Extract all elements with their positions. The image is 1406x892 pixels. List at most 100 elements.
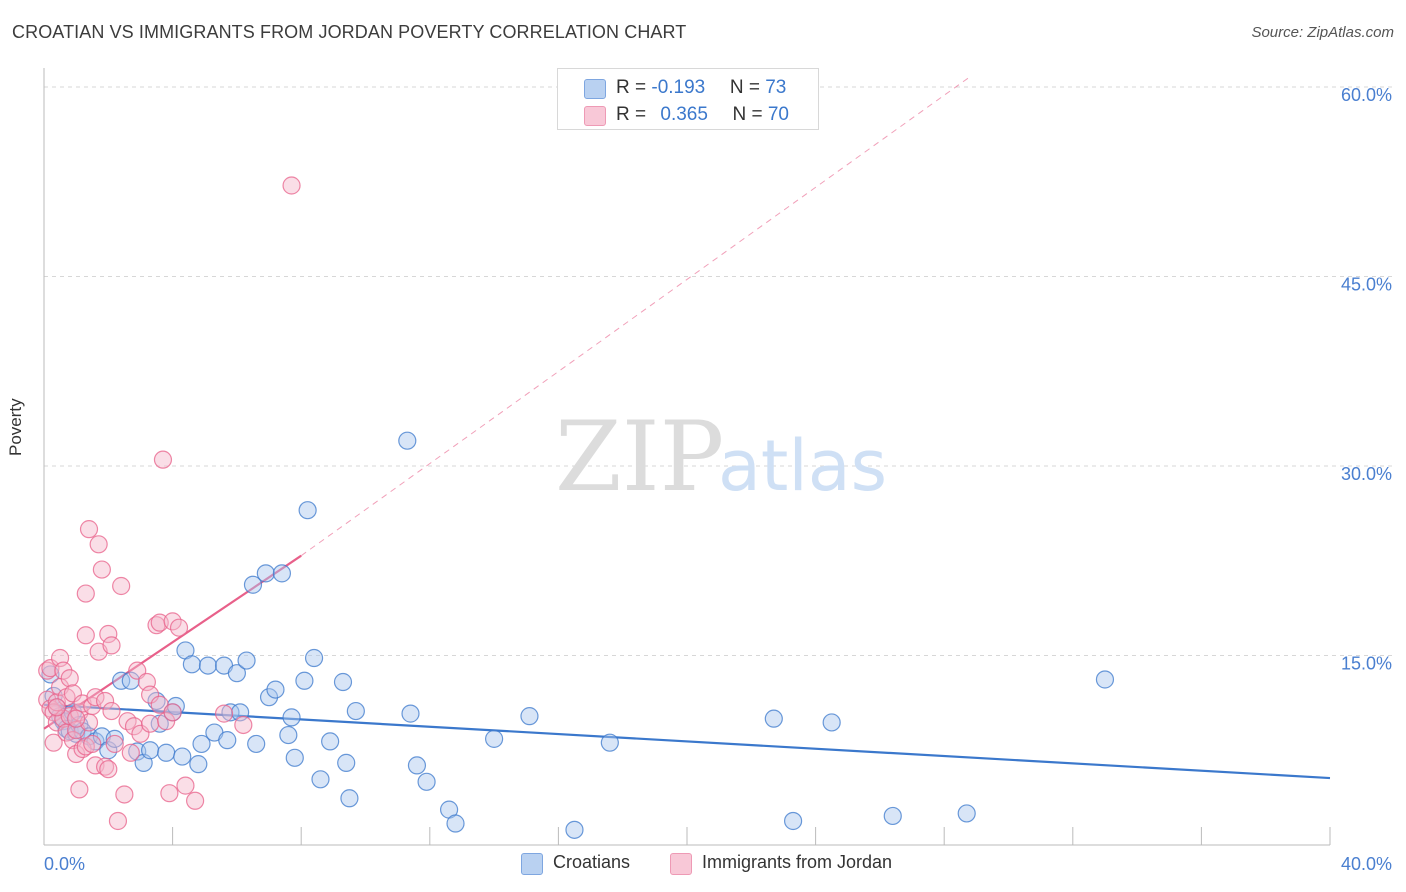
data-point bbox=[520, 707, 539, 726]
data-point bbox=[150, 613, 169, 632]
data-point bbox=[221, 703, 240, 722]
data-point bbox=[44, 733, 63, 752]
data-point bbox=[214, 704, 234, 723]
data-point bbox=[237, 651, 256, 670]
legend-swatch-blue bbox=[584, 79, 606, 99]
data-point bbox=[346, 701, 365, 721]
data-point bbox=[121, 671, 140, 690]
data-point bbox=[321, 732, 340, 751]
data-point bbox=[485, 729, 504, 748]
data-point bbox=[1095, 670, 1115, 689]
x-tick-label: 40.0% bbox=[1341, 854, 1392, 874]
data-point bbox=[883, 806, 902, 826]
data-point bbox=[67, 709, 86, 728]
data-point bbox=[128, 742, 147, 761]
data-point bbox=[153, 450, 173, 469]
axes bbox=[43, 68, 1331, 846]
legend-n-label: N = bbox=[732, 104, 768, 125]
data-point bbox=[108, 811, 128, 831]
data-point bbox=[333, 672, 353, 692]
y-tick-label: 30.0% bbox=[1341, 464, 1392, 484]
data-point bbox=[189, 755, 208, 774]
chart-title: CROATIAN VS IMMIGRANTS FROM JORDAN POVER… bbox=[12, 22, 687, 42]
data-point bbox=[47, 698, 66, 717]
legend-swatch-pink bbox=[584, 106, 606, 126]
y-tick-label: 15.0% bbox=[1341, 653, 1392, 673]
data-point bbox=[173, 747, 192, 766]
data-point bbox=[783, 811, 803, 831]
watermark-zip: ZIP bbox=[555, 401, 724, 513]
data-point bbox=[186, 791, 205, 810]
tick-labels: 15.0% 30.0% 45.0% 60.0% 0.0% 40.0% bbox=[44, 85, 1392, 874]
legend-r-label: R = bbox=[616, 77, 652, 98]
data-point bbox=[266, 680, 285, 699]
data-point bbox=[198, 656, 218, 675]
data-point bbox=[407, 756, 427, 775]
data-point bbox=[95, 757, 115, 776]
data-points bbox=[38, 176, 1115, 839]
data-point bbox=[279, 725, 298, 745]
bottom-legend-label: Immigrants from Jordan bbox=[702, 852, 893, 872]
legend-r-value: 0.365 bbox=[660, 104, 708, 125]
data-point bbox=[192, 734, 211, 754]
bottom-legend: Croatians Immigrants from Jordan bbox=[0, 852, 1406, 878]
data-point bbox=[169, 618, 189, 637]
data-point bbox=[70, 780, 89, 799]
data-point bbox=[957, 804, 976, 823]
y-tick-label: 45.0% bbox=[1341, 274, 1392, 294]
series-jordan bbox=[38, 176, 301, 831]
data-point bbox=[282, 708, 301, 727]
data-point bbox=[112, 576, 131, 596]
legend-r-label: R = bbox=[616, 104, 652, 125]
y-tick-label: 60.0% bbox=[1341, 85, 1392, 105]
data-point bbox=[60, 669, 79, 688]
data-point bbox=[822, 713, 841, 732]
bottom-legend-swatch-pink bbox=[670, 853, 692, 875]
data-point bbox=[157, 743, 176, 762]
data-point bbox=[83, 734, 102, 754]
data-point bbox=[764, 709, 783, 728]
data-point bbox=[311, 770, 330, 789]
data-point bbox=[401, 704, 420, 723]
data-point bbox=[92, 560, 111, 579]
data-point bbox=[115, 785, 134, 804]
source-label: Source: ZipAtlas.com bbox=[1251, 24, 1394, 41]
data-point bbox=[76, 584, 95, 603]
data-point bbox=[102, 636, 121, 655]
data-point bbox=[54, 661, 73, 680]
data-point bbox=[121, 743, 140, 762]
data-point bbox=[73, 739, 92, 759]
data-point bbox=[234, 715, 253, 735]
data-point bbox=[160, 784, 179, 803]
data-point bbox=[600, 733, 619, 752]
data-point bbox=[102, 701, 121, 721]
watermark-atlas: atlas bbox=[718, 425, 887, 507]
data-point bbox=[182, 655, 201, 674]
data-point bbox=[38, 661, 57, 680]
data-point bbox=[295, 671, 314, 690]
data-point bbox=[112, 671, 131, 690]
data-point bbox=[89, 535, 108, 554]
data-point bbox=[259, 688, 279, 707]
data-point bbox=[227, 664, 246, 683]
data-point bbox=[99, 624, 118, 644]
data-point bbox=[47, 693, 66, 712]
grid-lines bbox=[44, 86, 1392, 656]
trend-extension-jordan bbox=[300, 76, 971, 557]
data-point bbox=[565, 820, 584, 839]
data-point bbox=[95, 691, 115, 711]
legend-box: R = -0.193 N = 73 R = 0.365 N = 70 bbox=[557, 68, 819, 130]
data-point bbox=[163, 703, 182, 722]
data-point bbox=[105, 734, 124, 754]
data-point bbox=[176, 776, 195, 795]
legend-n-value: 73 bbox=[765, 77, 787, 98]
legend-r-value: -0.193 bbox=[651, 77, 706, 98]
data-point bbox=[256, 564, 275, 583]
data-point bbox=[282, 176, 301, 195]
data-point bbox=[79, 520, 99, 539]
data-point bbox=[76, 626, 95, 645]
data-point bbox=[272, 564, 292, 583]
data-point bbox=[337, 753, 356, 772]
data-point bbox=[86, 688, 105, 707]
